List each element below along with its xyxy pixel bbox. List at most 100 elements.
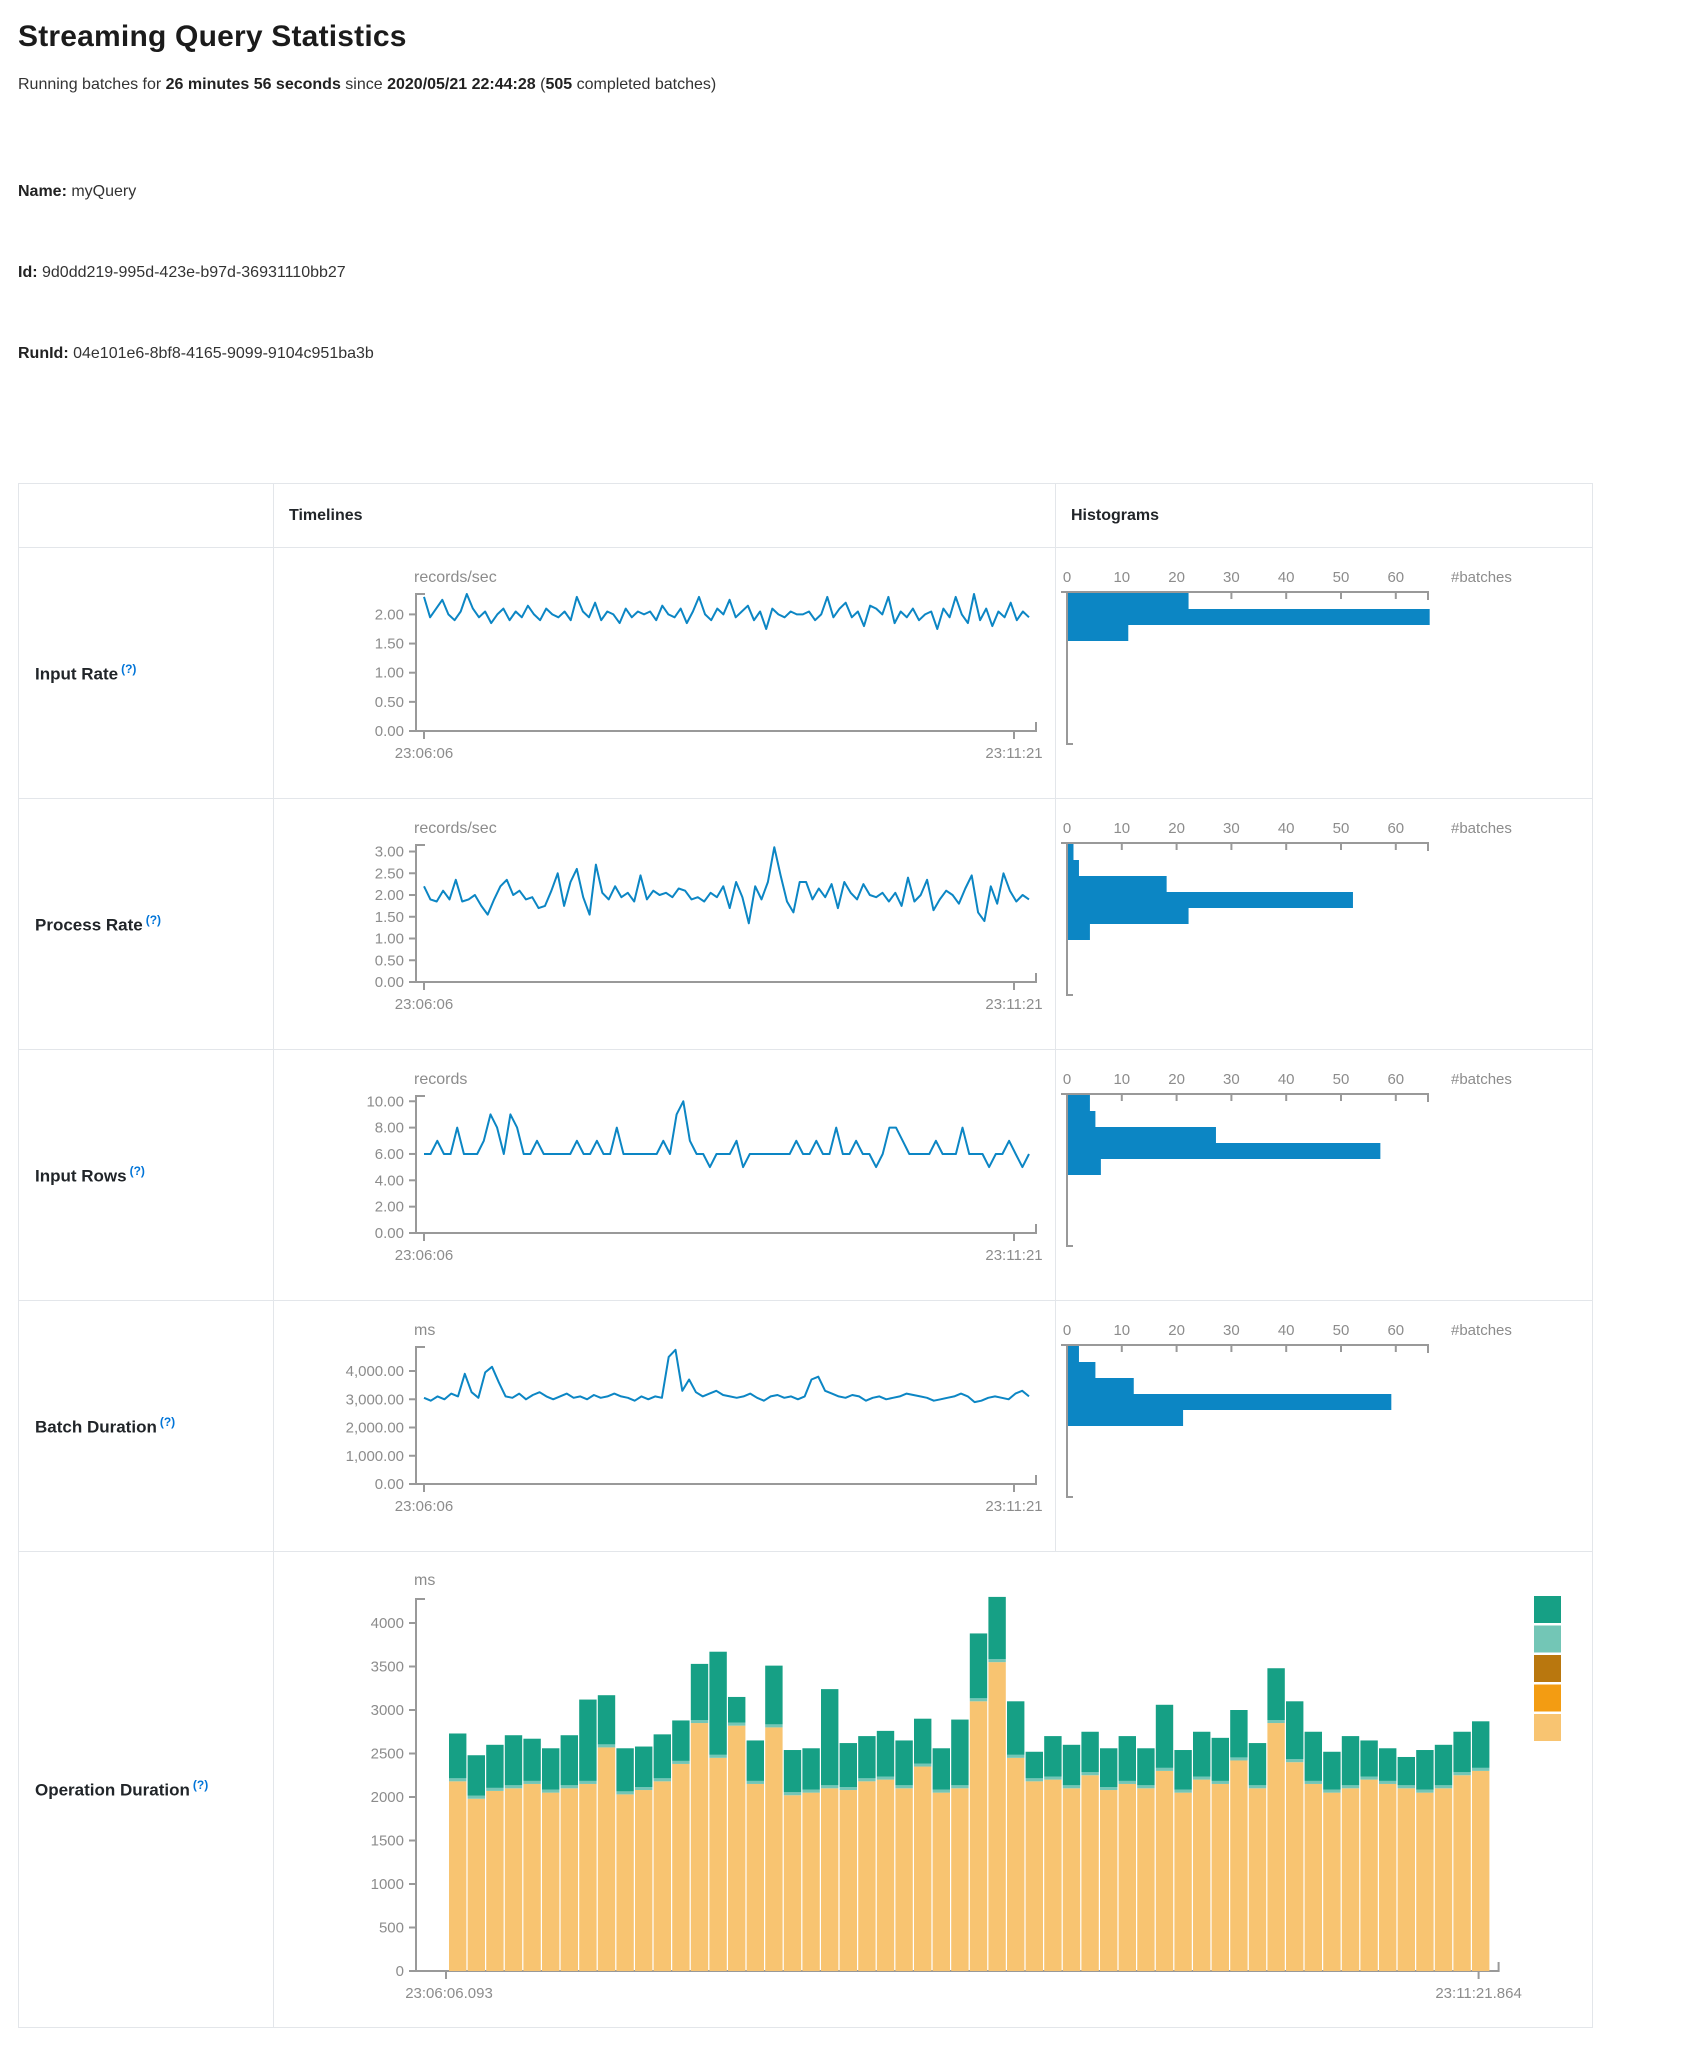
input-rate-help-icon[interactable]: (?): [121, 661, 137, 676]
svg-text:#batches: #batches: [1451, 820, 1512, 837]
row-label-input-rate: Input Rate: [35, 664, 119, 684]
running-duration-text: 26 minutes 56 seconds: [165, 76, 341, 93]
svg-text:23:11:21: 23:11:21: [985, 1498, 1042, 1515]
svg-text:1,000.00: 1,000.00: [346, 1448, 404, 1465]
batch-duration-timeline-chart: ms 4,000.00 3,000.00 2,000.00 1,000.00 0.00 23…: [346, 1322, 1043, 1515]
svg-text:4000: 4000: [371, 1615, 404, 1632]
input-rate-histogram-chart: 0 10 20 30 40 50 60 #batches: [1061, 569, 1512, 745]
svg-text:2,000.00: 2,000.00: [346, 1420, 404, 1437]
query-metadata: Name: myQuery Id: 9d0dd219-995d-423e-b97…: [18, 124, 1675, 421]
svg-text:0.00: 0.00: [375, 723, 404, 740]
svg-text:1.50: 1.50: [375, 636, 404, 653]
svg-text:50: 50: [1333, 569, 1350, 586]
table-row-batch-duration: Batch Duration (?) ms 4,000.00 3,000.00 2,00…: [18, 1300, 1593, 1552]
svg-text:3500: 3500: [371, 1659, 404, 1676]
svg-text:23:11:21: 23:11:21: [985, 745, 1042, 762]
svg-text:8.00: 8.00: [375, 1120, 404, 1137]
svg-text:50: 50: [1333, 820, 1350, 837]
svg-text:0: 0: [1063, 569, 1071, 586]
svg-text:2000: 2000: [371, 1789, 404, 1806]
svg-text:10: 10: [1113, 1071, 1130, 1088]
batches-suffix-text: completed batches): [572, 76, 717, 93]
svg-text:1.50: 1.50: [375, 909, 404, 926]
svg-text:records/sec: records/sec: [414, 569, 497, 586]
svg-text:10: 10: [1113, 820, 1130, 837]
svg-text:60: 60: [1387, 820, 1404, 837]
table-row-process-rate: Process Rate (?) records/sec 3.00 2.50 2.00 1…: [18, 798, 1593, 1050]
svg-text:records/sec: records/sec: [414, 820, 497, 837]
svg-text:0: 0: [396, 1963, 404, 1980]
input-rows-timeline-chart: records 10.00 8.00 6.00 4.00 2.00 0.00 23:06:06…: [366, 1071, 1042, 1264]
legend-swatch-teal: [1534, 1596, 1561, 1623]
svg-text:1500: 1500: [371, 1833, 404, 1850]
svg-text:0.00: 0.00: [375, 974, 404, 991]
svg-text:0.50: 0.50: [375, 694, 404, 711]
svg-text:4,000.00: 4,000.00: [346, 1363, 404, 1380]
name-label: Name:: [18, 183, 67, 200]
svg-text:10: 10: [1113, 569, 1130, 586]
start-time-text: 2020/05/21 22:44:28: [387, 76, 536, 93]
legend-swatch-tan: [1534, 1714, 1561, 1741]
svg-text:30: 30: [1223, 820, 1240, 837]
svg-text:records: records: [414, 1071, 467, 1088]
process-rate-help-icon[interactable]: (?): [145, 912, 162, 927]
svg-text:1000: 1000: [371, 1876, 404, 1893]
svg-text:20: 20: [1168, 1322, 1185, 1339]
svg-text:0: 0: [1063, 1071, 1071, 1088]
svg-text:10: 10: [1113, 1322, 1130, 1339]
svg-text:2.00: 2.00: [375, 606, 404, 623]
svg-text:20: 20: [1168, 820, 1185, 837]
id-label: Id:: [18, 264, 38, 281]
svg-text:0.50: 0.50: [375, 952, 404, 969]
page-title: Streaming Query Statistics: [18, 20, 407, 53]
legend-swatch-orange: [1534, 1684, 1561, 1712]
svg-text:0: 0: [1063, 1322, 1071, 1339]
query-runid-line: RunId: 04e101e6-8bf8-4165-9099-9104c951b…: [18, 340, 1675, 367]
svg-text:40: 40: [1278, 1322, 1295, 1339]
histograms-column-header: Histograms: [1055, 483, 1593, 548]
svg-text:#batches: #batches: [1451, 1071, 1512, 1088]
query-name-line: Name: myQuery: [18, 178, 1675, 205]
name-value: myQuery: [66, 183, 137, 200]
svg-text:50: 50: [1333, 1071, 1350, 1088]
input-rows-help-icon[interactable]: (?): [129, 1163, 145, 1178]
svg-text:20: 20: [1168, 569, 1185, 586]
query-id-line: Id: 9d0dd219-995d-423e-b97d-36931110bb27: [18, 259, 1675, 286]
svg-text:#batches: #batches: [1451, 569, 1512, 586]
svg-text:40: 40: [1278, 820, 1295, 837]
batch-duration-histogram-chart: 0 10 20 30 40 50 60 #batches: [1061, 1322, 1512, 1498]
corner-header-cell: [18, 483, 274, 548]
svg-text:60: 60: [1387, 1322, 1404, 1339]
svg-text:30: 30: [1223, 569, 1240, 586]
completed-batches-count: 505: [545, 76, 573, 93]
svg-text:2.00: 2.00: [375, 887, 404, 904]
batch-duration-help-icon[interactable]: (?): [159, 1414, 176, 1429]
row-label-process-rate: Process Rate: [35, 915, 143, 935]
since-text: since: [340, 76, 388, 93]
svg-text:0.00: 0.00: [375, 1476, 404, 1493]
svg-text:30: 30: [1223, 1071, 1240, 1088]
svg-text:20: 20: [1168, 1071, 1185, 1088]
operation-duration-help-icon[interactable]: (?): [192, 1778, 209, 1793]
table-row-input-rate: Input Rate (?) records/sec 2.00 1.50 1.00 0.5…: [18, 547, 1593, 799]
svg-text:4.00: 4.00: [375, 1172, 404, 1189]
svg-text:0: 0: [1063, 820, 1071, 837]
process-rate-timeline-chart: records/sec 3.00 2.50 2.00 1.50 1.00 0.50 0.00 2…: [375, 820, 1043, 1013]
svg-text:23:11:21: 23:11:21: [985, 1247, 1042, 1264]
svg-text:23:06:06: 23:06:06: [395, 1498, 453, 1515]
svg-text:6.00: 6.00: [375, 1146, 404, 1163]
table-header-row: Timelines Histograms: [18, 483, 1593, 548]
table-row-operation-duration: Operation Duration (?) ms 4000 3500 3000 2500…: [18, 1551, 1593, 2028]
input-rows-histogram-chart: 0 10 20 30 40 50 60 #batches: [1061, 1071, 1512, 1247]
svg-text:23:06:06.093: 23:06:06.093: [405, 1985, 493, 2002]
operation-duration-chart: ms 4000 3500 3000 2500 2000 1500 1000 500 023:06:…: [371, 1572, 1561, 2002]
row-label-input-rows: Input Rows: [35, 1166, 127, 1186]
running-prefix-text: Running batches for: [18, 76, 166, 93]
svg-text:2.00: 2.00: [375, 1199, 404, 1216]
svg-text:10.00: 10.00: [366, 1093, 404, 1110]
svg-text:50: 50: [1333, 1322, 1350, 1339]
legend-swatch-seafoam: [1534, 1625, 1561, 1653]
input-rate-timeline-chart: records/sec 2.00 1.50 1.00 0.50 0.00 23:06:06 2…: [375, 569, 1043, 762]
runid-value: 04e101e6-8bf8-4165-9099-9104c951ba3b: [68, 345, 374, 362]
